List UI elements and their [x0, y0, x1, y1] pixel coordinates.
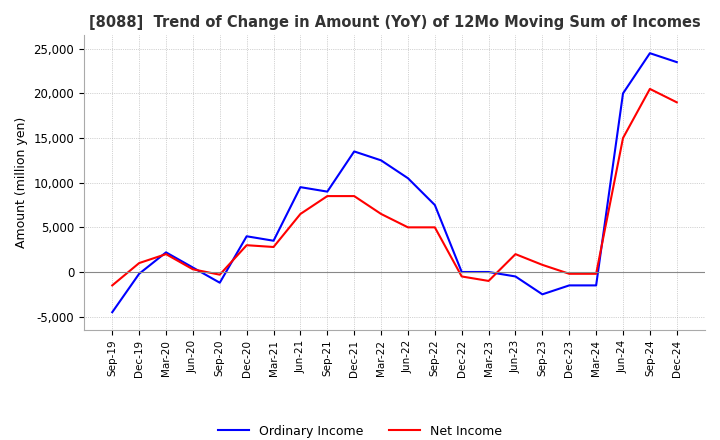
- Ordinary Income: [243, 234, 251, 239]
- Net Income: [296, 211, 305, 216]
- Ordinary Income: [296, 184, 305, 190]
- Ordinary Income: [431, 202, 439, 208]
- Line: Net Income: Net Income: [112, 89, 677, 286]
- Net Income: [135, 260, 143, 266]
- Net Income: [404, 225, 413, 230]
- Ordinary Income: [672, 59, 681, 65]
- Line: Ordinary Income: Ordinary Income: [112, 53, 677, 312]
- Ordinary Income: [511, 274, 520, 279]
- Net Income: [243, 242, 251, 248]
- Ordinary Income: [592, 283, 600, 288]
- Net Income: [672, 100, 681, 105]
- Ordinary Income: [618, 91, 627, 96]
- Net Income: [108, 283, 117, 288]
- Y-axis label: Amount (million yen): Amount (million yen): [15, 117, 28, 248]
- Net Income: [189, 267, 197, 272]
- Net Income: [646, 86, 654, 92]
- Ordinary Income: [404, 176, 413, 181]
- Ordinary Income: [457, 269, 466, 275]
- Net Income: [618, 136, 627, 141]
- Net Income: [269, 244, 278, 249]
- Ordinary Income: [135, 271, 143, 276]
- Ordinary Income: [538, 292, 546, 297]
- Ordinary Income: [377, 158, 385, 163]
- Net Income: [592, 271, 600, 276]
- Ordinary Income: [162, 250, 171, 255]
- Net Income: [457, 274, 466, 279]
- Net Income: [538, 262, 546, 268]
- Title: [8088]  Trend of Change in Amount (YoY) of 12Mo Moving Sum of Incomes: [8088] Trend of Change in Amount (YoY) o…: [89, 15, 701, 30]
- Ordinary Income: [646, 51, 654, 56]
- Ordinary Income: [269, 238, 278, 243]
- Net Income: [323, 194, 332, 199]
- Ordinary Income: [323, 189, 332, 194]
- Net Income: [350, 194, 359, 199]
- Ordinary Income: [215, 280, 224, 286]
- Ordinary Income: [565, 283, 574, 288]
- Net Income: [511, 252, 520, 257]
- Ordinary Income: [108, 310, 117, 315]
- Net Income: [377, 211, 385, 216]
- Legend: Ordinary Income, Net Income: Ordinary Income, Net Income: [213, 420, 507, 440]
- Ordinary Income: [485, 269, 493, 275]
- Net Income: [162, 252, 171, 257]
- Ordinary Income: [189, 265, 197, 270]
- Net Income: [485, 278, 493, 283]
- Net Income: [431, 225, 439, 230]
- Net Income: [565, 271, 574, 276]
- Net Income: [215, 272, 224, 277]
- Ordinary Income: [350, 149, 359, 154]
